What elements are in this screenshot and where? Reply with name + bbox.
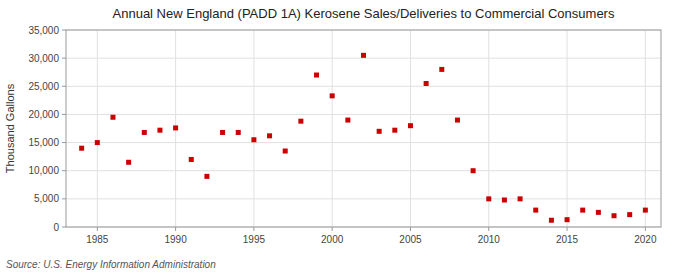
y-tick-label: 0 <box>53 222 59 233</box>
point <box>142 130 147 135</box>
point <box>330 93 335 98</box>
x-tick <box>253 227 254 231</box>
x-tick <box>645 227 646 231</box>
point <box>643 208 648 213</box>
points <box>79 53 648 223</box>
point <box>79 146 84 151</box>
point <box>565 217 570 222</box>
x-tick <box>410 227 411 231</box>
point <box>486 196 491 201</box>
x-grid-line <box>332 30 333 227</box>
point <box>204 174 209 179</box>
y-tick-label: 15,000 <box>28 137 59 148</box>
x-tick <box>332 227 333 231</box>
y-axis-label: Thousand Gallons <box>4 83 16 173</box>
point <box>173 125 178 130</box>
chart: 0 5,000 10,000 15,000 20,000 25,000 30,000 35,0… <box>0 0 675 275</box>
point <box>110 115 115 120</box>
x-tick-label: 2015 <box>556 234 579 245</box>
point <box>220 130 225 135</box>
y-tick <box>62 30 66 31</box>
y-grid-line <box>66 114 661 115</box>
y-tick <box>62 58 66 59</box>
point <box>424 81 429 86</box>
point <box>502 197 507 202</box>
y-tick <box>62 227 66 228</box>
point <box>126 160 131 165</box>
x-tick-label: 2005 <box>399 234 422 245</box>
point <box>189 157 194 162</box>
grid <box>66 30 661 227</box>
y-tick <box>62 86 66 87</box>
x-tick <box>567 227 568 231</box>
y-grid-line <box>66 170 661 171</box>
x-grid-line <box>97 30 98 227</box>
point <box>314 73 319 78</box>
plot-frame <box>66 30 661 227</box>
y-tick-label: 25,000 <box>28 81 59 92</box>
point <box>345 118 350 123</box>
point <box>392 128 397 133</box>
x-tick <box>488 227 489 231</box>
point <box>518 196 523 201</box>
point <box>377 129 382 134</box>
y-grid-line <box>66 198 661 199</box>
point <box>283 149 288 154</box>
x-grid-line <box>253 30 254 227</box>
x-tick-label: 1990 <box>164 234 187 245</box>
y-grid-line <box>66 142 661 143</box>
point <box>251 137 256 142</box>
point <box>471 168 476 173</box>
point <box>408 123 413 128</box>
point <box>95 140 100 145</box>
x-tick-label: 2010 <box>478 234 501 245</box>
x-tick-label: 2000 <box>321 234 344 245</box>
y-tick <box>62 114 66 115</box>
point <box>612 213 617 218</box>
point <box>157 128 162 133</box>
point <box>455 118 460 123</box>
y-tick <box>62 198 66 199</box>
point <box>627 212 632 217</box>
x-tick <box>175 227 176 231</box>
point <box>298 119 303 124</box>
y-tick-label: 5,000 <box>34 193 59 204</box>
point <box>439 67 444 72</box>
y-tick-label: 10,000 <box>28 165 59 176</box>
point <box>267 133 272 138</box>
x-tick <box>97 227 98 231</box>
x-grid-line <box>645 30 646 227</box>
x-grid-line <box>410 30 411 227</box>
x-tick-label: 1995 <box>243 234 266 245</box>
x-tick-label: 2020 <box>634 234 657 245</box>
point <box>580 208 585 213</box>
y-tick-label: 20,000 <box>28 109 59 120</box>
y-tick <box>62 170 66 171</box>
x-grid-line <box>567 30 568 227</box>
axes: 0 5,000 10,000 15,000 20,000 25,000 30,000 35,0… <box>28 25 656 246</box>
title: Annual New England (PADD 1A) Kerosene Sa… <box>113 6 615 21</box>
point <box>533 208 538 213</box>
plot-background <box>66 30 661 227</box>
point <box>549 218 554 223</box>
y-tick-label: 35,000 <box>28 25 59 36</box>
point <box>236 130 241 135</box>
source-note: Source: U.S. Energy Information Administ… <box>6 259 216 270</box>
x-tick-label: 1985 <box>86 234 109 245</box>
y-grid-line <box>66 86 661 87</box>
y-tick <box>62 142 66 143</box>
point <box>596 210 601 215</box>
point <box>361 53 366 58</box>
y-tick-label: 30,000 <box>28 53 59 64</box>
